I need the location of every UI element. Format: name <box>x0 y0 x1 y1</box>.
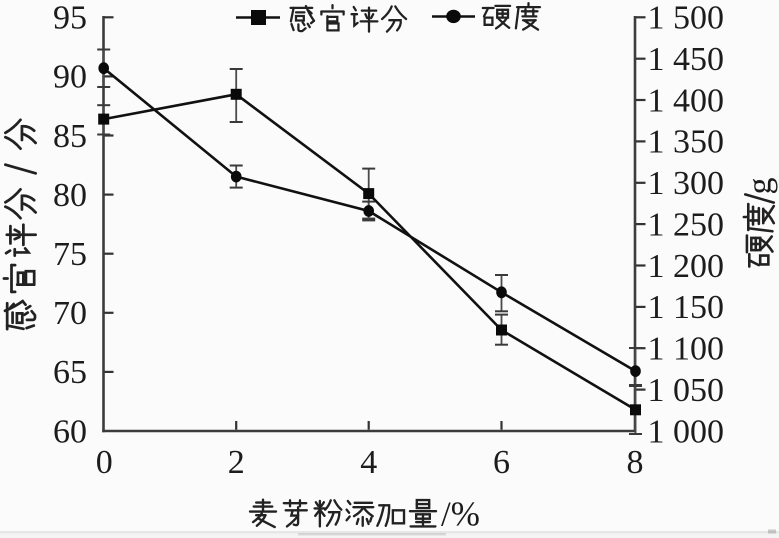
svg-text:1 300: 1 300 <box>648 165 725 202</box>
svg-text:1 450: 1 450 <box>648 41 725 78</box>
svg-text:1 200: 1 200 <box>648 248 725 285</box>
svg-text:8: 8 <box>627 444 644 481</box>
svg-text:75: 75 <box>53 236 87 273</box>
svg-text:4: 4 <box>360 444 377 481</box>
svg-text:60: 60 <box>53 413 87 450</box>
svg-text:80: 80 <box>53 177 87 214</box>
svg-text:85: 85 <box>53 118 87 155</box>
svg-text:g: g <box>742 178 779 195</box>
svg-text:1 350: 1 350 <box>648 124 725 161</box>
svg-text:1 400: 1 400 <box>648 82 725 119</box>
svg-text:1 100: 1 100 <box>648 331 725 368</box>
svg-text:6: 6 <box>493 444 510 481</box>
svg-text:1 150: 1 150 <box>648 289 725 326</box>
svg-text:65: 65 <box>53 354 87 391</box>
svg-text:70: 70 <box>53 295 87 332</box>
svg-text:90: 90 <box>53 59 87 96</box>
svg-text:1 500: 1 500 <box>648 0 725 37</box>
svg-text:1 000: 1 000 <box>648 413 725 450</box>
svg-text:95: 95 <box>53 0 87 37</box>
svg-text:1 250: 1 250 <box>648 206 725 243</box>
svg-text:2: 2 <box>228 444 245 481</box>
svg-text:/%: /% <box>441 495 480 534</box>
svg-text:0: 0 <box>96 444 113 481</box>
svg-text:1 050: 1 050 <box>648 372 725 409</box>
